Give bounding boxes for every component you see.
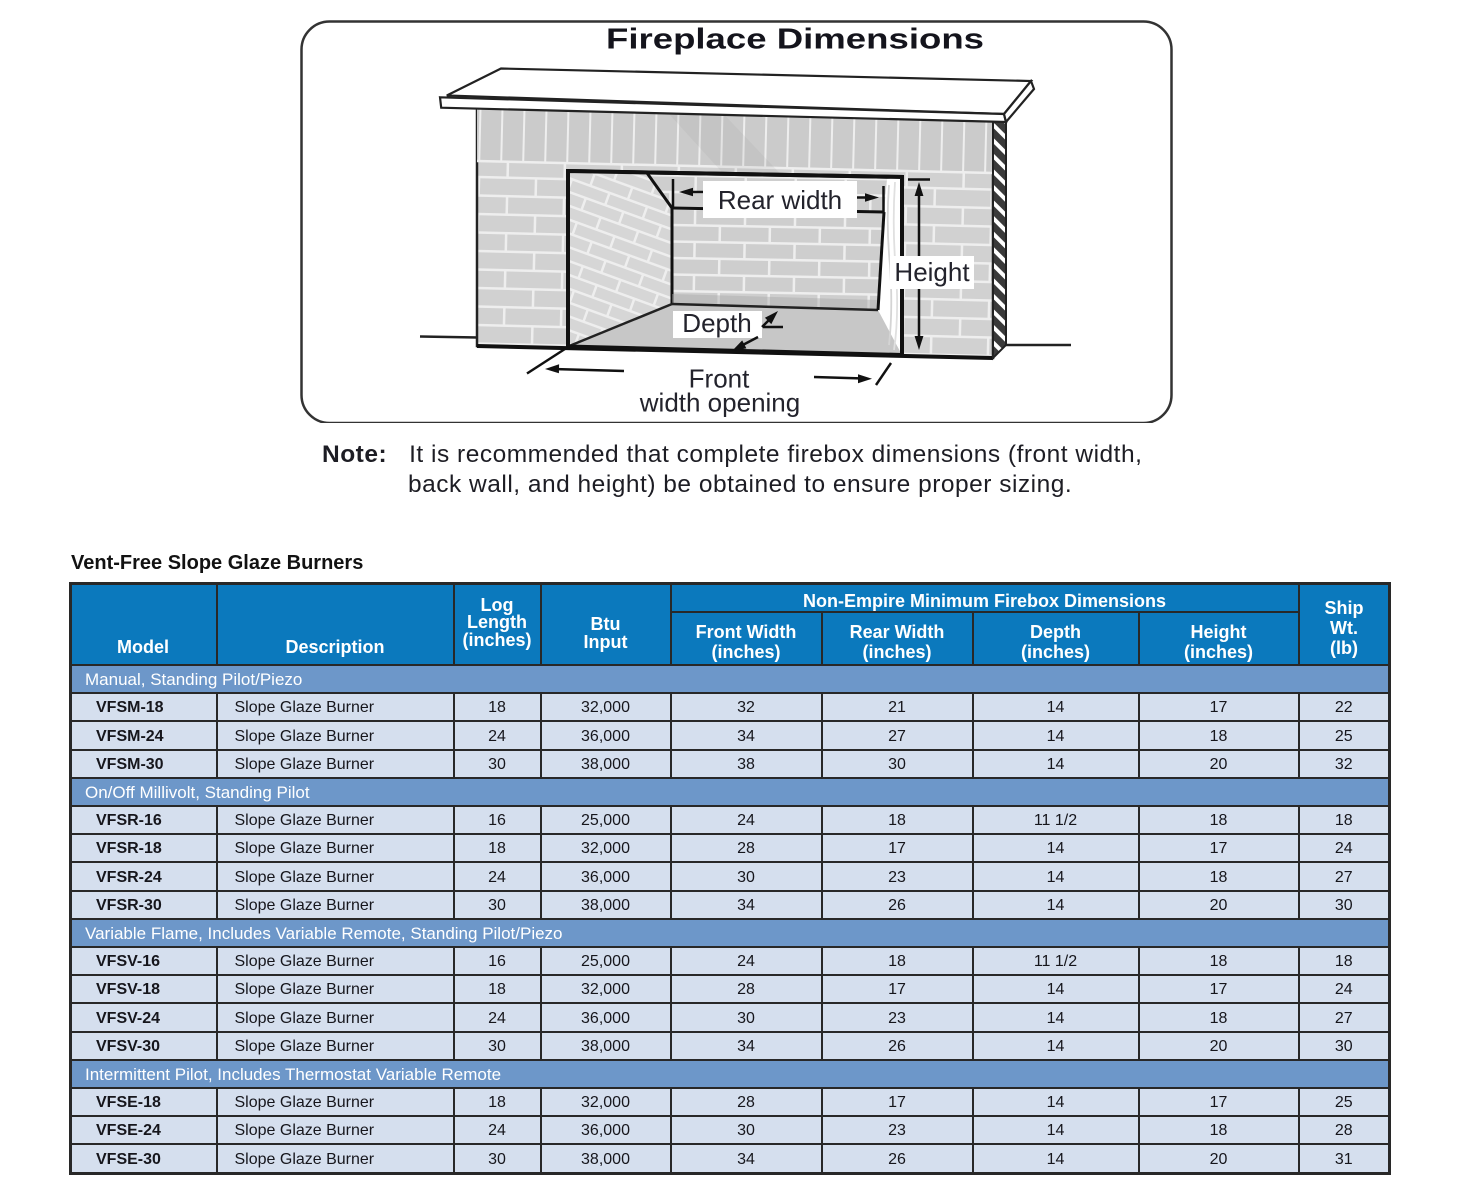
svg-text:width opening: width opening xyxy=(639,388,800,418)
svg-text:Height: Height xyxy=(894,257,970,287)
svg-text:Depth: Depth xyxy=(682,308,751,338)
svg-text:Front: Front xyxy=(689,364,750,394)
svg-text:Fireplace Dimensions: Fireplace Dimensions xyxy=(606,24,984,56)
svg-text:Rear width: Rear width xyxy=(718,185,842,215)
